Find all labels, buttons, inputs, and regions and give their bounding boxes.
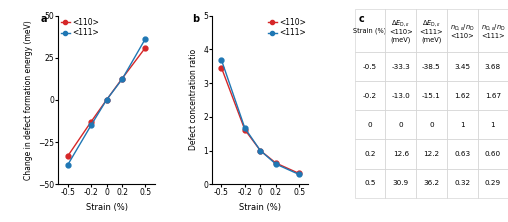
Text: b: b bbox=[192, 14, 199, 24]
Y-axis label: Defect concentration ratio: Defect concentration ratio bbox=[188, 49, 198, 151]
Legend: <110>, <111>: <110>, <111> bbox=[267, 17, 307, 38]
Legend: <110>, <111>: <110>, <111> bbox=[60, 17, 100, 38]
Text: a: a bbox=[41, 14, 48, 24]
Y-axis label: Change in defect formation energy (meV): Change in defect formation energy (meV) bbox=[23, 20, 33, 180]
X-axis label: Strain (%): Strain (%) bbox=[85, 203, 128, 212]
Text: c: c bbox=[359, 14, 365, 24]
X-axis label: Strain (%): Strain (%) bbox=[239, 203, 281, 212]
